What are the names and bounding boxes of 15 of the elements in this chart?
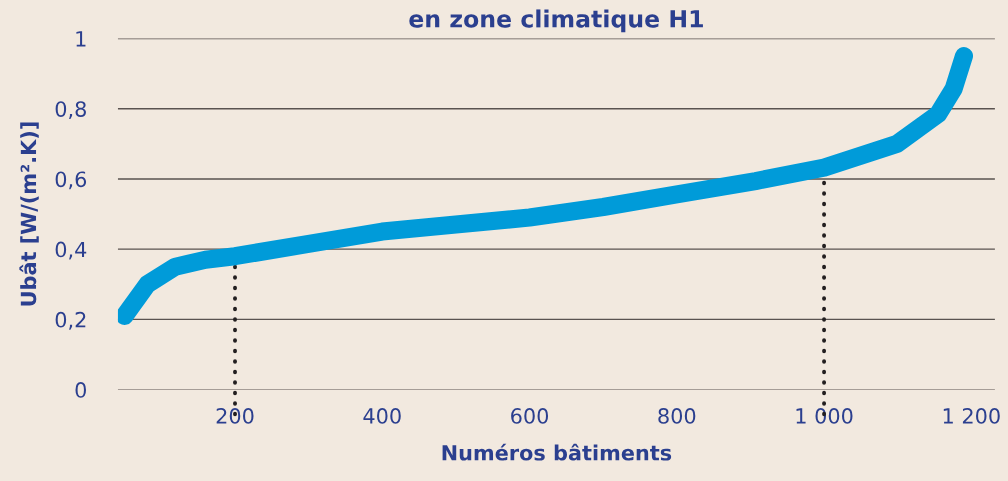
x-tick-label: 800 — [658, 408, 696, 424]
x-tick-label: 1 200 — [943, 408, 1000, 424]
y-axis-title: Ubât [W/(m².K)] — [19, 122, 39, 306]
y-tick-label: 0,8 — [55, 101, 86, 120]
x-tick-label: 600 — [511, 408, 549, 424]
y-tick-label: 0,2 — [55, 311, 86, 330]
x-tick-label: 1 000 — [796, 408, 853, 424]
y-tick-label: 0,4 — [55, 241, 87, 260]
y-tick-label: 0 — [75, 382, 86, 398]
x-tick-label: 200 — [216, 408, 254, 424]
y-tick-label: 0,6 — [55, 171, 87, 190]
y-tick-label: 1 — [76, 31, 86, 47]
x-axis-title: Numéros bâtiments — [442, 443, 672, 461]
chart-title: en zone climatique H1 — [409, 9, 703, 33]
x-tick-label: 400 — [363, 408, 401, 424]
